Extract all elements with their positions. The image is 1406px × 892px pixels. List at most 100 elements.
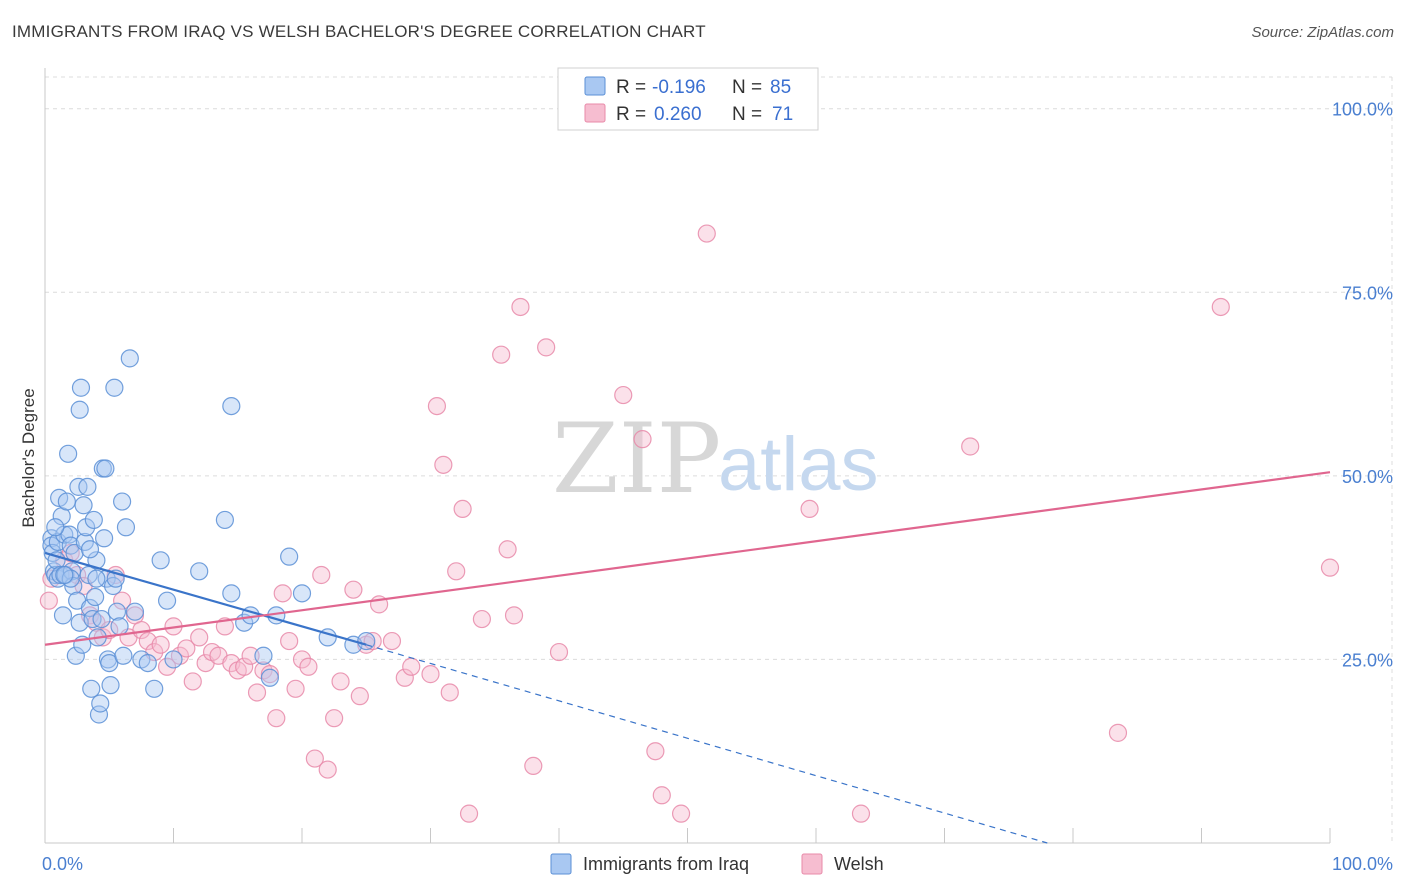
welsh-point	[1211, 297, 1230, 317]
welsh-point	[273, 584, 292, 603]
welsh-point	[312, 565, 331, 585]
welsh-point	[157, 657, 177, 676]
iraq-point	[157, 591, 177, 610]
iraq-point	[86, 587, 105, 607]
welsh-point	[325, 709, 344, 728]
iraq-point	[51, 565, 70, 585]
iraq-point	[215, 510, 234, 530]
iraq-point	[95, 529, 114, 548]
legend-r-value-iraq: -0.196	[652, 77, 706, 98]
y-tick-label: 50.0%	[1342, 467, 1393, 487]
welsh-point	[671, 804, 691, 823]
iraq-point	[74, 496, 93, 515]
iraq-point	[70, 400, 89, 419]
welsh-point	[395, 668, 414, 687]
legend-r-label-iraq: R =	[616, 77, 646, 98]
welsh-point	[235, 657, 254, 676]
welsh-point	[177, 639, 196, 658]
welsh-point	[427, 397, 447, 416]
watermark-zip: ZIP	[552, 403, 721, 515]
iraq-point	[87, 569, 106, 588]
iraq-point	[357, 631, 376, 651]
welsh-point	[652, 786, 671, 805]
welsh-point	[286, 679, 305, 698]
iraq-point	[101, 676, 120, 695]
iraq-point	[125, 602, 145, 621]
legend-swatch-iraq	[584, 76, 606, 96]
iraq-point	[78, 477, 97, 496]
welsh-point	[492, 345, 511, 364]
welsh-point	[151, 635, 170, 654]
welsh-point	[39, 591, 58, 610]
iraq-point	[80, 540, 100, 559]
y-tick-label: 75.0%	[1342, 283, 1393, 303]
welsh-point	[549, 642, 569, 662]
iraq-point	[222, 584, 241, 603]
welsh-point	[61, 543, 80, 563]
welsh-point	[402, 657, 421, 676]
welsh-point	[112, 591, 132, 610]
welsh-point	[504, 606, 524, 625]
watermark-atlas: atlas	[718, 422, 879, 507]
welsh-point	[447, 562, 466, 581]
welsh-point	[440, 683, 459, 702]
iraq-point	[110, 617, 129, 636]
welsh-point	[498, 540, 517, 559]
welsh-point	[472, 609, 491, 629]
welsh-point	[800, 499, 819, 518]
bottom-legend-label-iraq: Immigrants from Iraq	[583, 854, 749, 874]
iraq-point	[292, 584, 312, 603]
legend-n-value-iraq: 85	[770, 77, 791, 98]
iraq-point	[116, 518, 136, 537]
iraq-point	[91, 694, 110, 713]
welsh-point	[350, 687, 369, 706]
welsh-point	[614, 385, 633, 405]
trend-layer	[44, 471, 1331, 844]
iraq-point	[105, 378, 124, 397]
iraq-point	[222, 397, 241, 416]
iraq-point	[55, 565, 74, 585]
welsh-point	[851, 804, 871, 823]
welsh-point	[344, 580, 363, 599]
iraq-point	[59, 444, 78, 463]
iraq-point	[120, 349, 139, 368]
iraq-point	[92, 609, 111, 629]
welsh-point	[183, 672, 202, 691]
welsh-point	[190, 628, 209, 647]
welsh-point	[453, 499, 472, 518]
welsh-point	[247, 683, 267, 702]
bottom-legend-swatch-welsh	[801, 853, 823, 875]
welsh-point	[421, 665, 440, 684]
iraq-point	[53, 606, 73, 625]
bottom-legend-swatch-iraq	[550, 853, 572, 875]
welsh-point	[646, 742, 665, 761]
iraq-point	[164, 650, 183, 669]
welsh-point	[459, 804, 479, 823]
iraq-point	[100, 653, 119, 673]
iraq-trend-line	[44, 551, 367, 646]
iraq-point	[71, 378, 91, 397]
welsh-point	[305, 749, 324, 768]
welsh-point	[241, 646, 260, 665]
iraq-point	[260, 668, 279, 687]
welsh-points	[39, 224, 1340, 823]
welsh-point	[633, 430, 652, 449]
iraq-point	[80, 598, 100, 618]
welsh-point	[697, 224, 716, 243]
iraq-point	[84, 510, 103, 530]
welsh-point	[434, 455, 453, 474]
iraq-point	[104, 576, 123, 596]
legend: R = -0.196 N = 85 R = 0.260 N = 71	[557, 67, 819, 131]
x-tick-label: 0.0%	[42, 854, 83, 874]
legend-swatch-welsh	[584, 103, 606, 123]
welsh-point	[331, 672, 350, 691]
welsh-point	[299, 657, 318, 676]
welsh-point	[267, 709, 286, 728]
iraq-point	[190, 562, 209, 581]
legend-n-label-iraq: N =	[732, 77, 762, 98]
welsh-point	[318, 760, 337, 779]
welsh-trend-line	[44, 471, 1331, 646]
welsh-point	[537, 338, 556, 357]
iraq-point	[145, 679, 164, 698]
chart-title: IMMIGRANTS FROM IRAQ VS WELSH BACHELOR'S…	[12, 22, 706, 41]
